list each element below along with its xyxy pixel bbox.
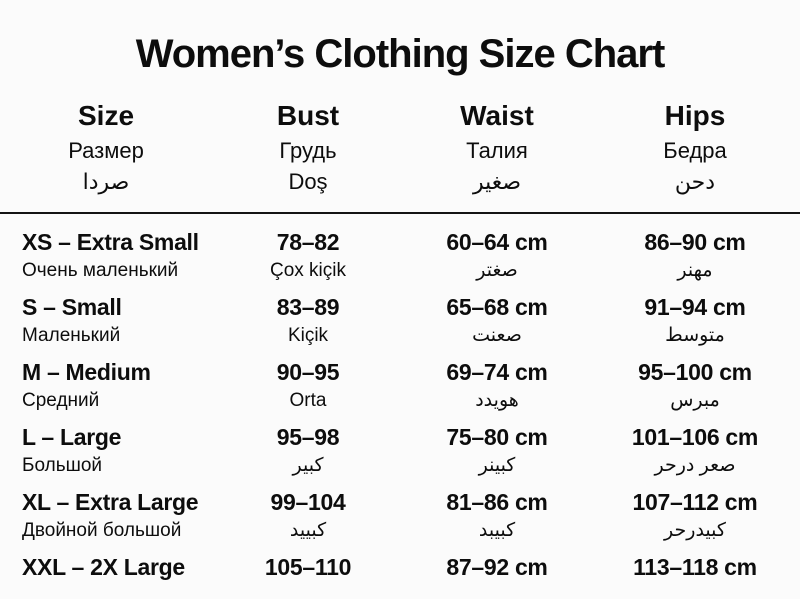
table-row-m: M – Medium Средний 90–95 Orta 69–74 cm ه…	[0, 346, 800, 412]
hips-value: 95–100 cm	[638, 359, 752, 385]
bust-cell: 78–82 Çox kiçik	[212, 230, 404, 282]
bust-value-sub: Çox kiçik	[269, 260, 346, 281]
waist-value: 69–74 cm	[446, 359, 548, 385]
column-label-ru: Размер	[68, 138, 144, 163]
column-header-hips: Hips Бедра دحن	[590, 100, 800, 196]
bust-value: 78–82	[276, 229, 340, 255]
bust-value: 83–89	[276, 294, 340, 320]
hips-cell: 101–106 cm صعر درحر	[590, 425, 800, 477]
table-row-xl: XL – Extra Large Двойной большой 99–104 …	[0, 476, 800, 542]
waist-value-ar: صعنت	[472, 325, 522, 346]
hips-cell: 95–100 cm مبرس	[590, 360, 800, 412]
size-label: M – Medium	[22, 359, 151, 385]
waist-value: 87–92 cm	[446, 554, 548, 580]
column-label: Size	[77, 100, 135, 131]
waist-value: 75–80 cm	[446, 424, 548, 450]
column-label: Bust	[276, 100, 340, 131]
column-label: Waist	[460, 100, 534, 131]
size-cell: XL – Extra Large Двойной большой	[0, 490, 212, 542]
waist-value: 81–86 cm	[446, 489, 548, 515]
size-cell: XXL – 2X Large	[0, 555, 212, 599]
column-label-ar: صغير	[472, 169, 522, 194]
waist-cell: 75–80 cm كبينر	[404, 425, 590, 477]
size-label: XXL – 2X Large	[22, 554, 185, 580]
waist-cell: 69–74 cm هويدد	[404, 360, 590, 412]
column-header-bust: Bust Грудь Doş	[212, 100, 404, 196]
size-label-ru: Большой	[22, 455, 103, 476]
size-label: L – Large	[22, 424, 122, 450]
bust-value: 99–104	[270, 489, 346, 515]
waist-value-ar: هويدد	[475, 390, 519, 411]
hips-value-ar: صعر درحر	[654, 455, 736, 476]
hips-value-ar: مهنر	[677, 260, 713, 281]
bust-cell: 99–104 كبييد	[212, 490, 404, 542]
waist-cell: 65–68 cm صعنت	[404, 295, 590, 347]
size-label: S – Small	[22, 294, 122, 320]
hips-cell: 91–94 cm متوسط	[590, 295, 800, 347]
hips-value: 101–106 cm	[631, 424, 759, 450]
size-label: XL – Extra Large	[22, 489, 199, 515]
size-label-ru: Маленький	[22, 325, 121, 346]
table-row-l: L – Large Большой 95–98 كبير 75–80 cm كب…	[0, 411, 800, 477]
size-label: XS – Extra Small	[22, 229, 199, 255]
bust-value-ar: كبييد	[289, 520, 327, 541]
hips-value-ar: مبرس	[670, 390, 720, 411]
waist-value: 60–64 cm	[446, 229, 548, 255]
size-cell: M – Medium Средний	[0, 360, 212, 412]
waist-value-ar: صغتر	[476, 260, 518, 281]
bust-value-sub: Kiçik	[287, 325, 329, 346]
hips-value-ar: متوسط	[665, 325, 725, 346]
hips-cell: 113–118 cm	[590, 555, 800, 599]
column-label-ru: Бедра	[663, 138, 727, 163]
waist-value-ar: كبينر	[478, 455, 516, 476]
size-label-ru: Очень маленький	[22, 260, 179, 281]
hips-value: 91–94 cm	[644, 294, 746, 320]
size-cell: S – Small Маленький	[0, 295, 212, 347]
column-label-ru: Талия	[466, 138, 528, 163]
waist-cell: 81–86 cm كبيبد	[404, 490, 590, 542]
size-label-ru: Двойной большой	[22, 520, 182, 541]
column-label-ar: دحن	[674, 169, 716, 194]
table-body: XS – Extra Small Очень маленький 78–82 Ç…	[0, 216, 800, 599]
table-header-row: Size Размер صردا Bust Грудь Doş Waist Та…	[0, 100, 800, 196]
size-cell: XS – Extra Small Очень маленький	[0, 230, 212, 282]
column-label-az: Doş	[288, 169, 328, 194]
column-header-waist: Waist Талия صغير	[404, 100, 590, 196]
bust-value: 105–110	[264, 554, 352, 580]
bust-cell: 90–95 Orta	[212, 360, 404, 412]
size-label-ru: Средний	[22, 390, 100, 411]
bust-value-ar: كبير	[292, 455, 324, 476]
table-row-xs: XS – Extra Small Очень маленький 78–82 Ç…	[0, 216, 800, 282]
waist-cell: 87–92 cm	[404, 555, 590, 599]
bust-value-sub: Orta	[289, 390, 327, 411]
size-cell: L – Large Большой	[0, 425, 212, 477]
hips-value: 86–90 cm	[644, 229, 746, 255]
hips-cell: 86–90 cm مهنر	[590, 230, 800, 282]
hips-value: 107–112 cm	[632, 489, 758, 515]
column-label-ru: Грудь	[279, 138, 337, 163]
table-row-xxl: XXL – 2X Large 105–110 87–92 cm 113–118 …	[0, 541, 800, 599]
bust-cell: 105–110	[212, 555, 404, 599]
hips-value: 113–118 cm	[633, 554, 757, 580]
waist-cell: 60–64 cm صغتر	[404, 230, 590, 282]
table-row-s: S – Small Маленький 83–89 Kiçik 65–68 cm…	[0, 281, 800, 347]
waist-value: 65–68 cm	[446, 294, 548, 320]
column-header-size: Size Размер صردا	[0, 100, 212, 196]
waist-value-ar: كبيبد	[478, 520, 516, 541]
hips-cell: 107–112 cm كبيدرحر	[590, 490, 800, 542]
bust-cell: 95–98 كبير	[212, 425, 404, 477]
page-title: Women’s Clothing Size Chart	[135, 32, 666, 76]
bust-value: 95–98	[276, 424, 340, 450]
column-label-ar: صردا	[82, 169, 130, 194]
hips-value-ar: كبيدرحر	[664, 520, 726, 541]
column-label: Hips	[664, 100, 726, 131]
bust-cell: 83–89 Kiçik	[212, 295, 404, 347]
bust-value: 90–95	[276, 359, 340, 385]
header-divider-line	[0, 212, 800, 214]
